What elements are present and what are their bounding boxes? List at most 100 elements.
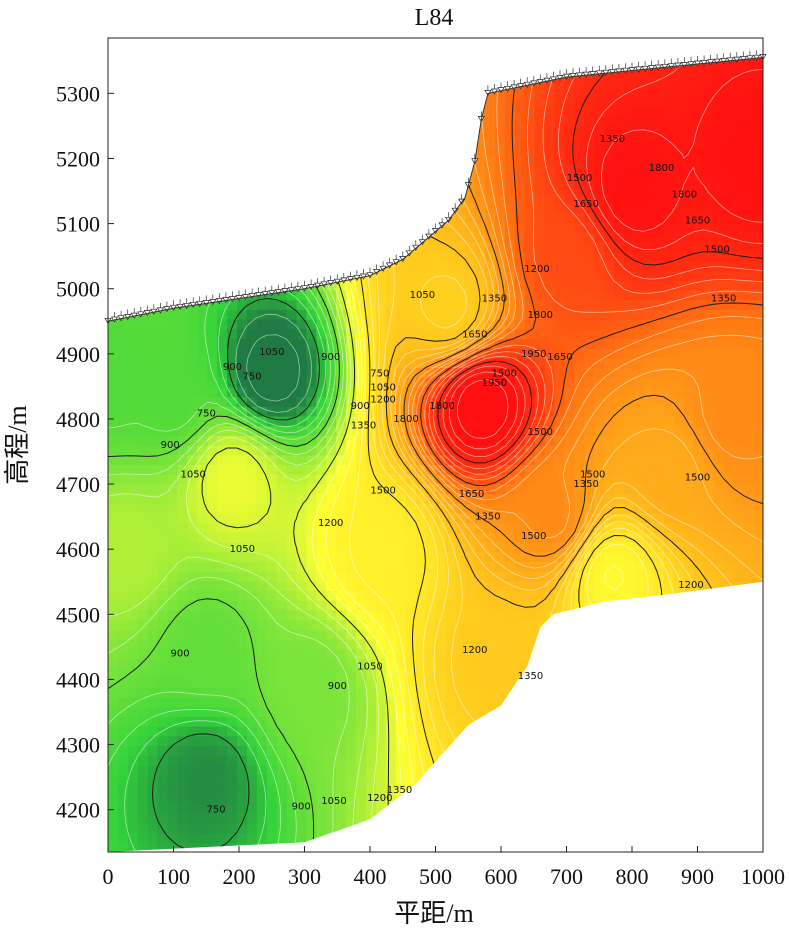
heatmap-cell bbox=[514, 541, 526, 553]
heatmap-cell bbox=[485, 658, 496, 669]
heatmap-cell bbox=[624, 784, 635, 795]
heatmap-cell bbox=[217, 580, 228, 591]
heatmap-cell bbox=[256, 629, 268, 640]
heatmap-cell bbox=[366, 386, 377, 398]
heatmap-cell bbox=[127, 173, 139, 184]
heatmap-cell bbox=[633, 755, 645, 766]
heatmap-cell bbox=[495, 638, 506, 650]
heatmap-cell bbox=[286, 570, 298, 582]
heatmap-cell bbox=[713, 396, 724, 407]
heatmap-cell bbox=[227, 503, 238, 514]
heatmap-cell bbox=[435, 415, 447, 427]
heatmap-cell bbox=[266, 231, 278, 243]
heatmap-cell bbox=[395, 348, 407, 359]
heatmap-cell bbox=[177, 822, 188, 834]
heatmap-cell bbox=[495, 609, 506, 621]
heatmap-cell bbox=[723, 803, 734, 814]
heatmap-cell bbox=[276, 396, 288, 407]
heatmap-cell bbox=[633, 134, 645, 146]
heatmap-cell bbox=[415, 328, 427, 339]
heatmap-cell bbox=[594, 793, 605, 805]
heatmap-cell bbox=[554, 260, 566, 272]
heatmap-cell bbox=[653, 280, 665, 291]
heatmap-cell bbox=[604, 280, 615, 291]
heatmap-cell bbox=[276, 638, 288, 650]
heatmap-cell bbox=[713, 512, 724, 524]
heatmap-cell bbox=[495, 580, 506, 591]
heatmap-cell bbox=[137, 445, 149, 456]
heatmap-cell bbox=[465, 202, 476, 214]
heatmap-cell bbox=[346, 289, 357, 301]
heatmap-cell bbox=[643, 648, 655, 659]
heatmap-cell bbox=[683, 687, 695, 698]
heatmap-cell bbox=[574, 328, 585, 339]
heatmap-cell bbox=[425, 309, 437, 320]
heatmap-cell bbox=[237, 551, 248, 562]
heatmap-cell bbox=[405, 541, 417, 553]
heatmap-cell bbox=[663, 173, 675, 184]
heatmap-cell bbox=[385, 561, 397, 572]
heatmap-cell bbox=[187, 832, 198, 843]
heatmap-cell bbox=[227, 483, 238, 495]
heatmap-cell bbox=[177, 619, 188, 630]
heatmap-cell bbox=[415, 144, 427, 155]
heatmap-cell bbox=[167, 454, 179, 465]
heatmap-cell bbox=[366, 154, 377, 165]
heatmap-cell bbox=[673, 813, 685, 824]
heatmap-cell bbox=[465, 784, 476, 795]
heatmap-cell bbox=[653, 793, 665, 805]
heatmap-cell bbox=[346, 183, 357, 194]
heatmap-cell bbox=[683, 377, 695, 388]
heatmap-cell bbox=[594, 822, 605, 834]
heatmap-cell bbox=[673, 241, 685, 252]
heatmap-cell bbox=[673, 377, 685, 388]
heatmap-cell bbox=[435, 551, 447, 562]
heatmap-cell bbox=[504, 764, 516, 776]
heatmap-cell bbox=[266, 260, 278, 272]
heatmap-cell bbox=[137, 115, 149, 126]
heatmap-cell bbox=[683, 813, 695, 824]
heatmap-cell bbox=[108, 735, 119, 746]
heatmap-cell bbox=[207, 183, 218, 194]
heatmap-cell bbox=[703, 377, 714, 388]
heatmap-cell bbox=[643, 667, 655, 679]
heatmap-cell bbox=[246, 716, 258, 727]
heatmap-cell bbox=[117, 474, 129, 485]
heatmap-cell bbox=[108, 454, 119, 465]
heatmap-cell bbox=[147, 570, 159, 582]
heatmap-cell bbox=[514, 183, 526, 194]
heatmap-cell bbox=[167, 222, 179, 233]
heatmap-cell bbox=[316, 629, 327, 640]
heatmap-cell bbox=[564, 241, 576, 252]
heatmap-cell bbox=[455, 716, 466, 727]
heatmap-cell bbox=[594, 764, 605, 776]
heatmap-cell bbox=[197, 251, 208, 262]
heatmap-cell bbox=[643, 842, 655, 852]
heatmap-cell bbox=[316, 377, 327, 388]
heatmap-cell bbox=[663, 570, 675, 582]
heatmap-cell bbox=[276, 658, 288, 669]
heatmap-cell bbox=[336, 154, 347, 165]
heatmap-cell bbox=[514, 222, 526, 233]
heatmap-cell bbox=[683, 435, 695, 446]
heatmap-cell bbox=[425, 755, 437, 766]
heatmap-cell bbox=[485, 202, 496, 214]
heatmap-cell bbox=[485, 793, 496, 805]
heatmap-cell bbox=[514, 299, 526, 310]
heatmap-cell bbox=[316, 706, 327, 717]
heatmap-cell bbox=[514, 687, 526, 698]
heatmap-cell bbox=[673, 154, 685, 165]
heatmap-cell bbox=[465, 435, 476, 446]
heatmap-cell bbox=[584, 144, 595, 155]
heatmap-cell bbox=[455, 619, 466, 630]
heatmap-cell bbox=[564, 590, 576, 601]
heatmap-cell bbox=[485, 415, 496, 427]
heatmap-cell bbox=[207, 396, 218, 407]
heatmap-cell bbox=[246, 183, 258, 194]
heatmap-cell bbox=[604, 561, 615, 572]
heatmap-cell bbox=[246, 706, 258, 717]
heatmap-cell bbox=[177, 193, 188, 204]
heatmap-cell bbox=[455, 590, 466, 601]
heatmap-cell bbox=[594, 580, 605, 591]
heatmap-cell bbox=[227, 319, 238, 330]
